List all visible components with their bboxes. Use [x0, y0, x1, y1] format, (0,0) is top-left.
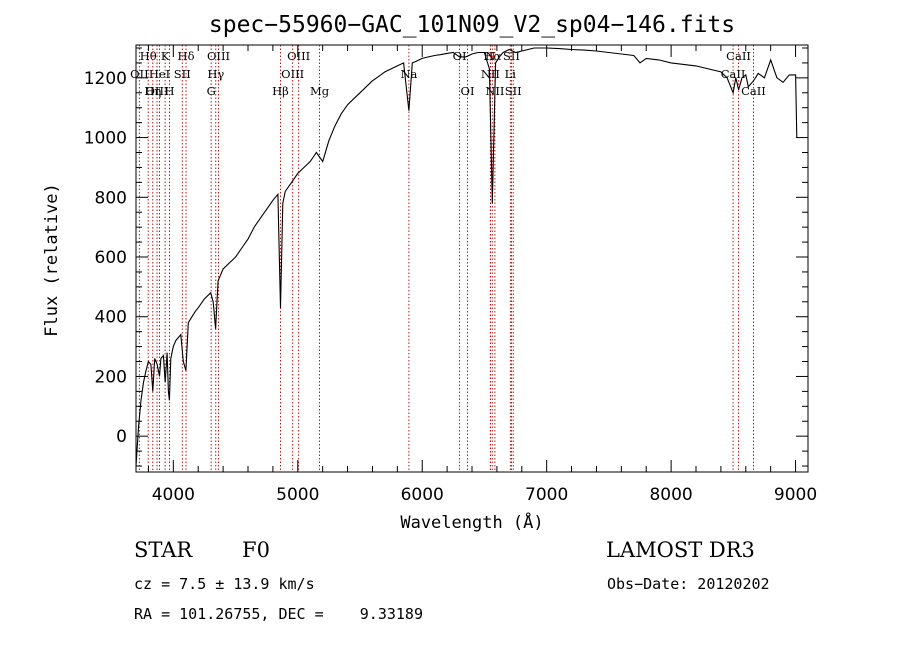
x-tick-label-3: 7000 [525, 485, 568, 505]
y-tick-label-3: 600 [95, 248, 127, 268]
y-tick-label-6: 1200 [84, 69, 127, 89]
line-marker-label-1: OII [130, 67, 149, 81]
x-tick-label-5: 9000 [774, 485, 817, 505]
line-marker-label-16: Na [400, 67, 417, 81]
redshift-text: cz = 7.5 ± 13.9 km/s [134, 575, 315, 593]
survey-name: LAMOST DR3 [606, 538, 755, 562]
line-marker-label-28: CaII [741, 84, 766, 98]
line-marker-label-7: H [164, 84, 174, 98]
line-marker-label-14: OIII [281, 67, 304, 81]
chart-title: spec−55960−GAC_101N09_V2_sp04−146.fits [209, 12, 735, 38]
line-marker-label-4: HeI [149, 67, 170, 81]
y-tick-label-4: 800 [95, 188, 127, 208]
line-marker-label-8: Hδ [178, 49, 195, 63]
line-marker-label-3: K [161, 49, 170, 63]
line-marker-label-15: Mg [310, 84, 330, 98]
line-marker-label-10: Hγ [207, 67, 224, 81]
coordinates-text: RA = 101.26755, DEC = 9.33189 [134, 605, 423, 623]
line-marker-label-0: Hθ [140, 49, 157, 63]
line-marker-label-13: OIII [287, 49, 310, 63]
line-marker-label-6: SII [174, 67, 191, 81]
y-tick-label-0: 0 [116, 427, 127, 447]
y-tick-label-2: 400 [95, 308, 127, 328]
line-marker-label-26: CaII [726, 49, 751, 63]
line-marker-label-9: OIII [207, 49, 230, 63]
y-axis-label: Flux (relative) [42, 183, 62, 337]
line-marker-label-11: G [207, 84, 216, 98]
x-tick-label-2: 6000 [401, 485, 444, 505]
x-tick-label-4: 8000 [649, 485, 692, 505]
line-marker-label-20: Hα [483, 49, 501, 63]
flux-series-line [135, 47, 798, 467]
x-axis-label: Wavelength (Å) [400, 511, 543, 533]
object-subclass: F0 [242, 538, 270, 562]
x-tick-label-1: 5000 [276, 485, 319, 505]
line-marker-label-17: OI [453, 49, 467, 63]
axis-ticks: 4000 5000 6000 7000 8000 9000 0 200 400 600 800 100… [84, 45, 817, 505]
line-marker-label-2: OIII [145, 84, 168, 98]
line-marker-label-23: Li [505, 67, 517, 81]
object-class: STAR [134, 538, 193, 562]
line-marker-label-12: Hβ [272, 84, 289, 98]
line-marker-label-25: SII [505, 84, 522, 98]
x-tick-label-0: 4000 [152, 485, 195, 505]
line-marker-label-5: Hη [144, 84, 161, 98]
line-marker-label-22: NII [481, 67, 500, 81]
y-tick-label-5: 1000 [84, 129, 127, 149]
plot-frame [135, 44, 809, 473]
y-tick-label-1: 200 [95, 367, 127, 387]
obs-date-text: Obs−Date: 20120202 [607, 575, 770, 593]
line-marker-label-18: OI [461, 84, 475, 98]
